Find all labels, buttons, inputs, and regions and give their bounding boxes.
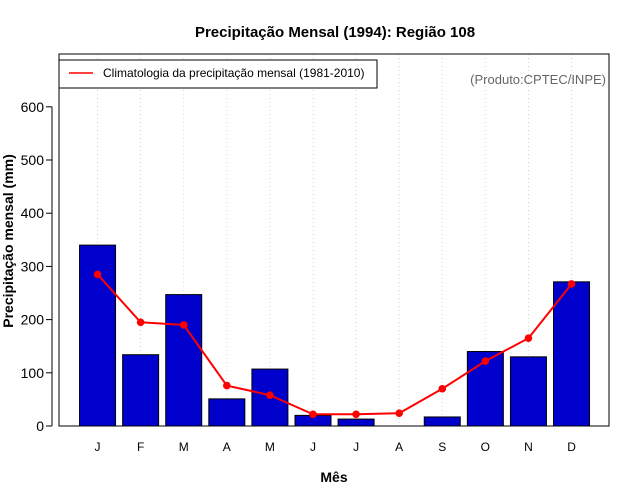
x-tick-label: J (353, 440, 359, 454)
bar (509, 356, 547, 427)
climatology-point (309, 410, 317, 419)
x-tick-label: O (481, 440, 490, 454)
climatology-point (395, 409, 403, 418)
legend: Climatologia da precipitação mensal (198… (58, 59, 378, 89)
bar (165, 294, 203, 427)
x-tick-label: N (524, 440, 533, 454)
y-tick-label: 200 (21, 312, 45, 328)
bar (208, 398, 246, 427)
climatology-point (567, 280, 576, 288)
axes: 0 100 200 300 400 500 600 J F M A M J J A S O N D (21, 99, 577, 454)
bar (337, 418, 375, 427)
plot-frame (58, 53, 610, 427)
y-tick-label: 600 (21, 99, 45, 115)
climatology-line (96, 273, 573, 416)
bar (553, 281, 591, 427)
x-tick-label: J (310, 440, 316, 454)
climatology-point (352, 410, 360, 419)
y-tick-label: 500 (21, 152, 45, 168)
x-tick-label: A (223, 440, 231, 454)
chart-title: Precipitação Mensal (1994): Região 108 (195, 24, 475, 41)
x-tick-label: D (567, 440, 576, 454)
x-tick-label: F (137, 440, 144, 454)
climatology-point (438, 384, 447, 393)
climatology-point (524, 334, 533, 343)
climatology-point (266, 391, 274, 399)
climatology-point (481, 357, 490, 365)
x-tick-label: M (265, 440, 275, 454)
bar (122, 354, 160, 427)
y-tick-label: 100 (21, 365, 45, 381)
climatology-series (93, 270, 576, 419)
x-tick-label: M (179, 440, 189, 454)
y-axis-label: Precipitação mensal (mm) (0, 154, 16, 328)
climatology-point (223, 381, 231, 390)
legend-label: Climatologia da precipitação mensal (198… (103, 66, 364, 80)
climatology-point (136, 318, 145, 327)
bars (79, 244, 591, 427)
y-tick-label: 300 (21, 258, 45, 274)
y-tick-label: 0 (36, 418, 44, 434)
climatology-point (93, 270, 102, 279)
y-tick-label: 400 (21, 205, 45, 221)
x-axis-label: Mês (320, 469, 347, 485)
x-tick-label: A (395, 440, 403, 454)
climatology-point (179, 321, 188, 329)
x-tick-label: S (438, 440, 446, 454)
x-tick-label: J (95, 440, 101, 454)
legend-box (58, 59, 378, 89)
bar (423, 416, 461, 427)
source-note: (Produto:CPTEC/INPE) (470, 72, 606, 87)
